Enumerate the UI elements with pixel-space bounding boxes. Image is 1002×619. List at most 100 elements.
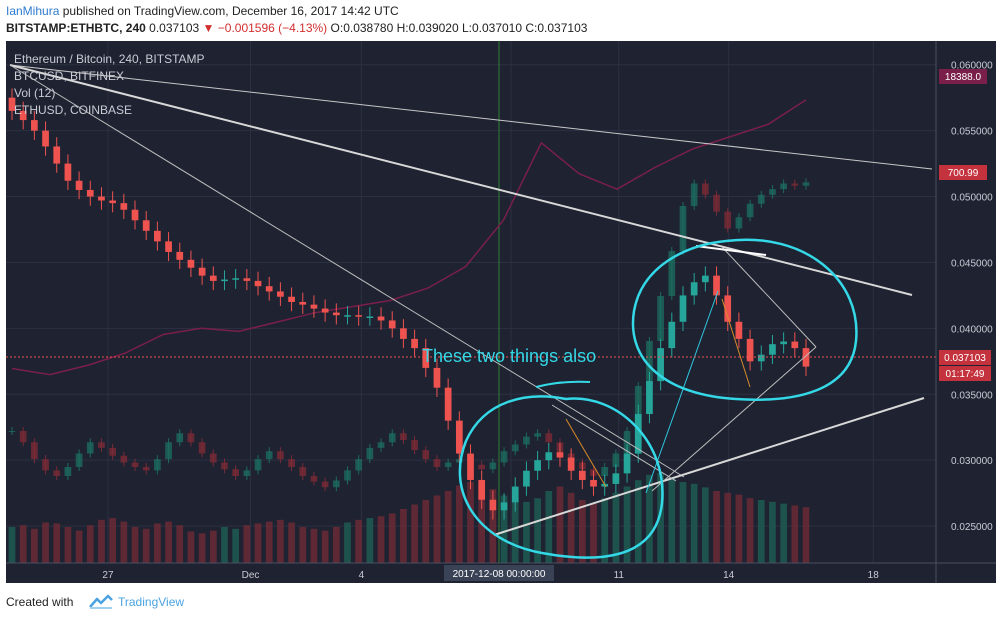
volume-bar bbox=[109, 518, 117, 563]
ethusd-candle bbox=[523, 436, 530, 445]
volume-bar bbox=[154, 523, 161, 563]
ethbtc-candle bbox=[131, 209, 139, 221]
volume-bar bbox=[567, 492, 575, 563]
ethusd-candle bbox=[299, 467, 307, 476]
y-tick-label: 0.045000 bbox=[951, 258, 993, 269]
ethusd-candle bbox=[422, 450, 430, 460]
ethbtc-candle bbox=[388, 320, 396, 329]
volume-bar bbox=[75, 530, 83, 563]
footer: Created with TradingView bbox=[0, 588, 1002, 619]
ethusd-candle bbox=[288, 459, 295, 467]
ethbtc-candle bbox=[288, 296, 295, 302]
y-tick-label: 0.025000 bbox=[951, 522, 993, 533]
ethbtc-candle bbox=[634, 414, 642, 454]
ethusd-candle bbox=[769, 189, 776, 195]
ethbtc-candle bbox=[545, 452, 553, 461]
chart-area[interactable]: These two things also Ethereum / Bitcoin… bbox=[6, 41, 996, 583]
hand-drawn-circles bbox=[458, 238, 858, 559]
volume-bar bbox=[31, 528, 38, 563]
volume-bar bbox=[254, 523, 262, 563]
triangle-upper-small bbox=[551, 404, 677, 482]
price-axis[interactable]: 0.060000 0.055000 0.050000 0.045000 0.040000… bbox=[935, 41, 993, 583]
timer-badge-text: 01:17:49 bbox=[946, 369, 985, 380]
author-link[interactable]: IanMihura bbox=[6, 4, 60, 18]
ohlc-values: O:0.038780 H:0.039020 L:0.037010 C:0.037… bbox=[330, 21, 588, 35]
ethbtc-candle bbox=[53, 146, 61, 164]
ethbtc-candle bbox=[455, 420, 463, 454]
ethusd-candle bbox=[209, 453, 217, 463]
ethbtc-candle bbox=[668, 321, 676, 349]
ethusd-candle bbox=[657, 296, 664, 341]
ethusd-candle bbox=[198, 442, 206, 454]
volume-bar bbox=[310, 528, 318, 563]
volume-bar bbox=[724, 492, 732, 563]
last-price: 0.037103 bbox=[149, 21, 200, 35]
tradingview-link[interactable]: TradingView bbox=[118, 595, 185, 609]
ethusd-candle bbox=[165, 442, 172, 460]
ethusd-candle bbox=[31, 442, 38, 460]
publish-line: IanMihura published on TradingView.com, … bbox=[6, 4, 399, 18]
circle-stroke-tail bbox=[535, 380, 591, 388]
volume-bar bbox=[735, 494, 743, 563]
y-tick-label: 0.060000 bbox=[951, 61, 993, 72]
x-tick-label: 11 bbox=[614, 570, 625, 581]
ethusd-candle bbox=[757, 194, 765, 204]
volume-bar bbox=[64, 527, 72, 563]
x-tick-label: 27 bbox=[102, 570, 114, 581]
volume-bar bbox=[288, 522, 295, 563]
ethusd-candle bbox=[142, 467, 150, 471]
volume-bar bbox=[623, 486, 631, 563]
ethbtc-candle bbox=[478, 479, 486, 500]
time-axis[interactable]: 27Dec47111418 bbox=[6, 562, 996, 581]
ethusd-candle bbox=[187, 433, 195, 443]
volume-bar bbox=[120, 521, 128, 563]
volume-bar bbox=[8, 527, 16, 563]
volume-bar bbox=[321, 530, 329, 563]
ethbtc-candle bbox=[232, 278, 240, 280]
ethbtc-candle bbox=[142, 220, 150, 231]
volume-bar bbox=[366, 518, 374, 563]
ethusd-candle bbox=[735, 217, 743, 229]
ethbtc-candle bbox=[713, 275, 720, 296]
ethusd-candle bbox=[724, 211, 732, 229]
ethusd-candle bbox=[64, 467, 72, 476]
channel-line-orange-1 bbox=[721, 298, 751, 388]
volume-bar bbox=[534, 498, 541, 563]
volume-bar bbox=[556, 486, 564, 563]
ethbtc-candle bbox=[578, 470, 586, 480]
ethusd-candle bbox=[221, 462, 228, 470]
legend-entry: BTCUSD, BITFINEX bbox=[14, 69, 124, 83]
price-chart[interactable]: These two things also Ethereum / Bitcoin… bbox=[6, 41, 996, 583]
ethbtc-candle bbox=[310, 304, 318, 309]
ethbtc-candle bbox=[355, 315, 363, 317]
volume-bar bbox=[668, 477, 676, 563]
ethbtc-candle bbox=[757, 354, 765, 362]
x-tick-label: Dec bbox=[242, 570, 260, 581]
ethusd-candle bbox=[690, 183, 698, 206]
ethbtc-candle bbox=[243, 278, 251, 281]
triangle-upper bbox=[721, 246, 817, 348]
ethbtc-candle bbox=[724, 295, 732, 322]
last-price-badge: 0.037103 bbox=[939, 350, 991, 365]
ethbtc-candle bbox=[511, 486, 519, 503]
ethbtc-candle bbox=[344, 315, 351, 317]
ethbtc-candle bbox=[120, 203, 128, 210]
volume-bars bbox=[8, 473, 810, 563]
ethusd-candles bbox=[8, 178, 810, 492]
y-tick-label: 0.055000 bbox=[951, 127, 993, 138]
volume-bar bbox=[612, 492, 620, 563]
volume-bar bbox=[277, 519, 284, 563]
volume-bar bbox=[713, 491, 720, 563]
trendline-descending bbox=[9, 64, 913, 296]
trendline-upper-long bbox=[9, 64, 933, 170]
x-tick-label: 4 bbox=[359, 570, 365, 581]
ethbtc-candle bbox=[791, 341, 799, 349]
legend-entry: Ethereum / Bitcoin, 240, BITSTAMP bbox=[14, 52, 205, 66]
ethbtc-candle bbox=[198, 267, 206, 276]
ethbtc-candle bbox=[154, 230, 161, 242]
x-tick-label: 18 bbox=[868, 570, 880, 581]
ethusd-candle bbox=[780, 183, 787, 190]
ethusd-candle bbox=[400, 433, 407, 440]
volume-bar bbox=[746, 498, 754, 563]
triangle-lower bbox=[651, 346, 817, 492]
